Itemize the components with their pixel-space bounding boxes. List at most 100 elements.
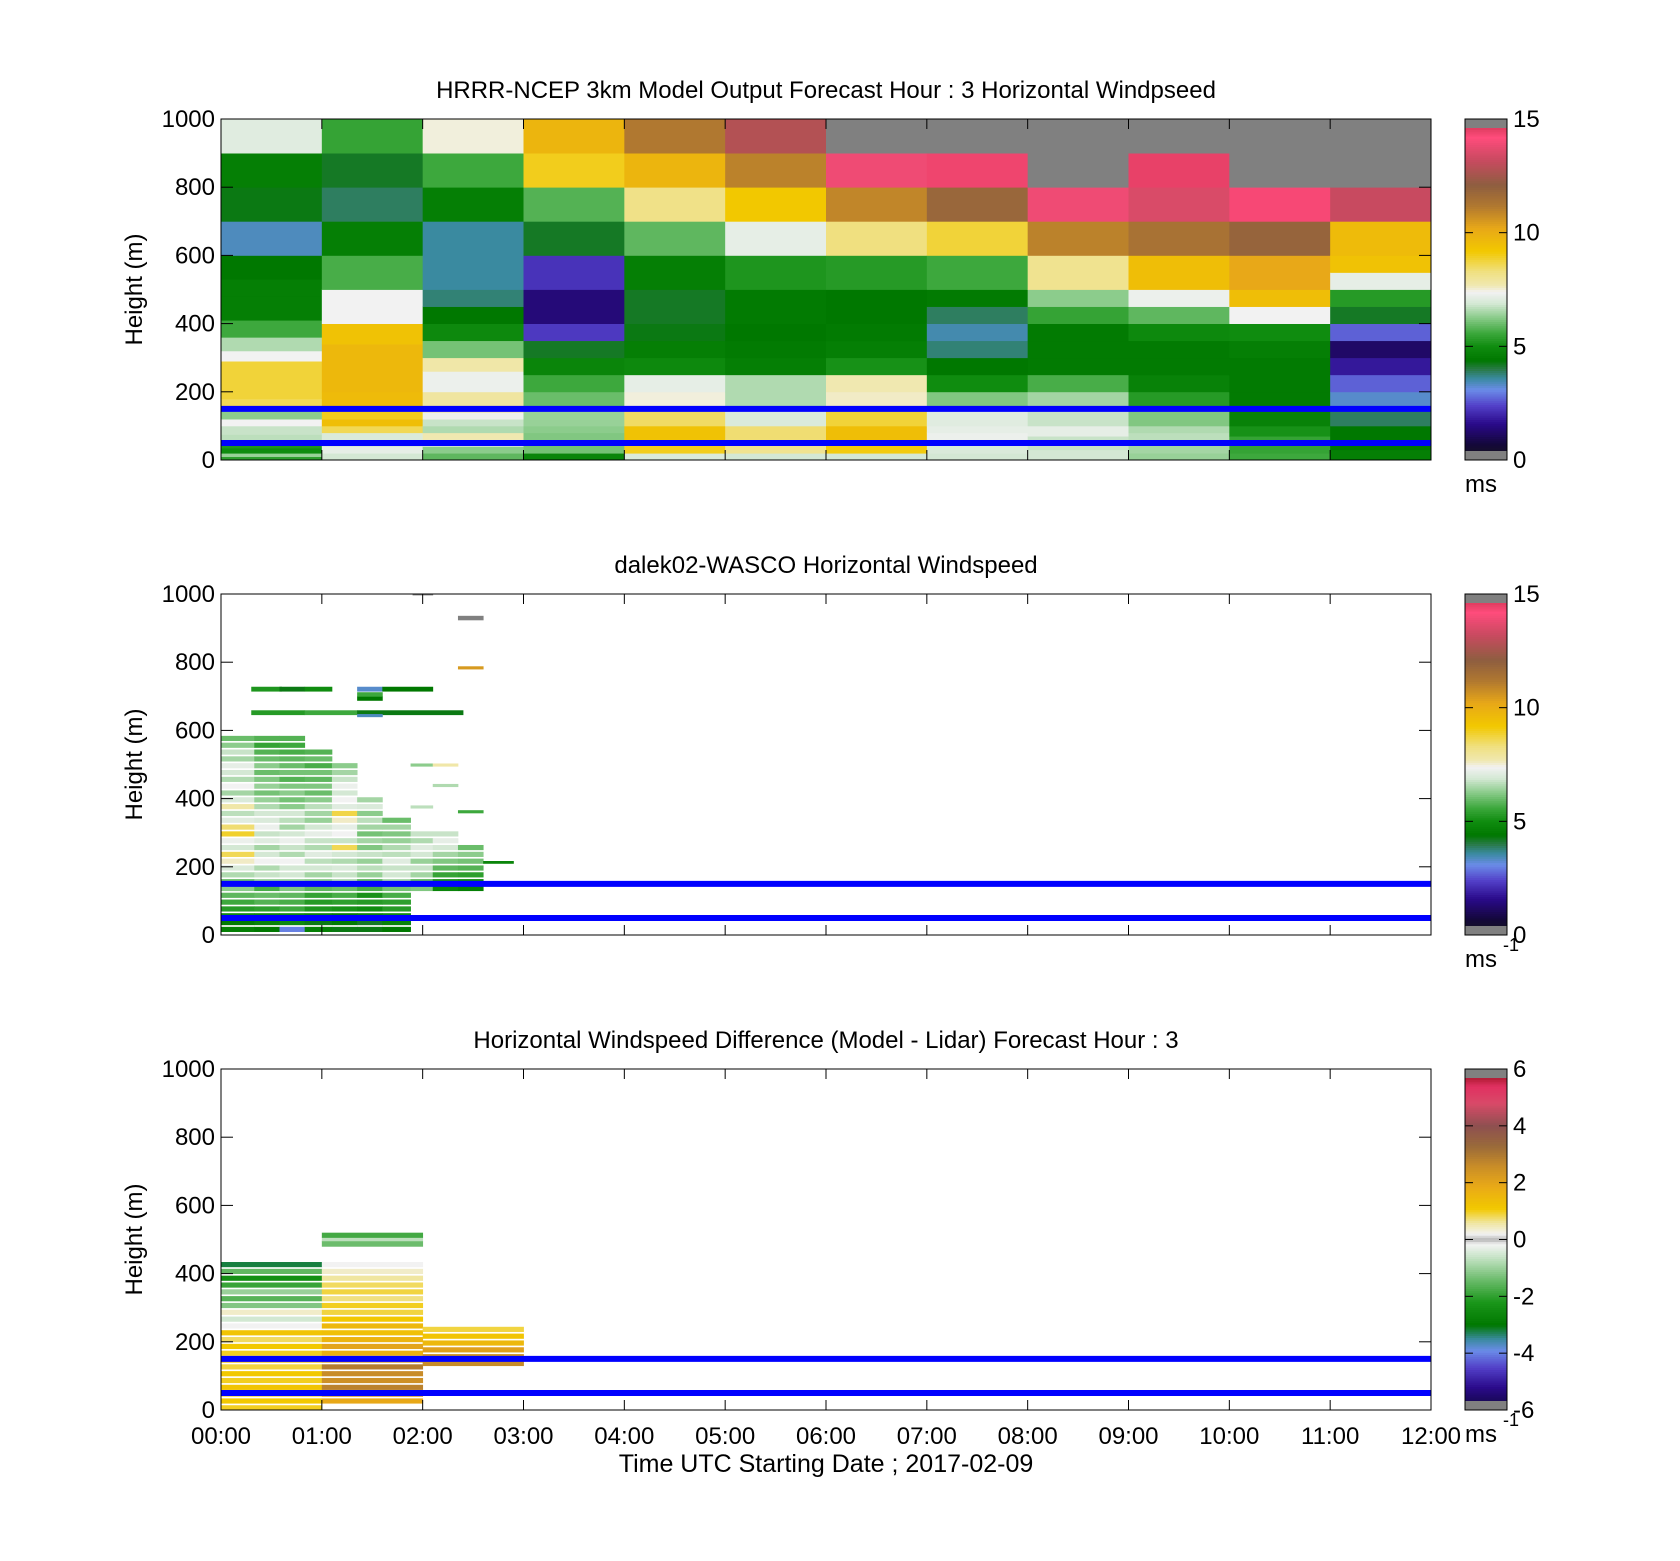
colorbar-segment: [1465, 1354, 1507, 1358]
heatmap-cell: [523, 255, 625, 290]
colorbar-segment: [1465, 417, 1507, 421]
colorbar-cap: [1465, 926, 1507, 935]
colorbar-segment: [1465, 868, 1507, 872]
heatmap-cell: [826, 187, 928, 222]
heatmap-cell: [331, 872, 358, 878]
colorbar-segment: [1465, 896, 1507, 900]
heatmap-cell: [331, 797, 358, 803]
heatmap-cell: [254, 790, 280, 796]
heatmap-cell: [254, 735, 280, 742]
heatmap-cell: [321, 119, 424, 154]
colorbar-segment: [1465, 400, 1507, 403]
heatmap-cell: [331, 804, 358, 810]
heatmap-cell: [304, 831, 333, 837]
heatmap-cell: [321, 1282, 424, 1288]
heatmap-cell: [357, 872, 383, 878]
heatmap-cell: [1330, 272, 1432, 290]
colorbar-segment: [1465, 249, 1507, 252]
colorbar-segment: [1465, 903, 1507, 906]
colorbar-segment: [1465, 907, 1507, 910]
colorbar-segment: [1465, 180, 1507, 184]
colorbar-segment: [1465, 1337, 1507, 1341]
heatmap-cell: [221, 434, 323, 444]
heatmap-cell: [304, 710, 358, 716]
colorbar-segment: [1465, 336, 1507, 340]
colorbar-segment: [1465, 157, 1507, 160]
heatmap-cell: [254, 810, 280, 817]
colorbar-segment: [1465, 645, 1507, 648]
colorbar-segment: [1465, 342, 1507, 346]
heatmap-cell: [321, 153, 424, 188]
heatmap-cell: [422, 371, 524, 393]
colorbar-segment: [1465, 221, 1507, 224]
heatmap-cell: [523, 391, 625, 410]
heatmap-cell: [304, 885, 333, 892]
colorbar-segment: [1465, 1126, 1507, 1130]
colorbar-segment: [1465, 227, 1507, 231]
colorbar-segment: [1465, 1326, 1507, 1330]
colorbar-segment: [1465, 1216, 1507, 1219]
colorbar-cap: [1465, 451, 1507, 460]
colorbar-segment: [1465, 777, 1507, 780]
heatmap-cell: [422, 1333, 524, 1339]
colorbar-segment: [1465, 381, 1507, 384]
heatmap-cell: [321, 1240, 424, 1247]
heatmap-cell: [321, 1337, 424, 1343]
y-tick-label: 400: [175, 786, 215, 813]
colorbar-segment: [1465, 127, 1507, 131]
heatmap-cell: [1027, 306, 1129, 324]
heatmap-cell: [279, 756, 306, 762]
y-tick-label: 600: [175, 717, 215, 744]
colorbar-segment: [1465, 387, 1507, 391]
heatmap-cell: [279, 872, 306, 878]
colorbar-segment: [1465, 402, 1507, 406]
colorbar-segment: [1465, 657, 1507, 661]
heatmap-cell: [304, 851, 333, 857]
heatmap-cell: [1027, 323, 1129, 342]
colorbar-segment: [1465, 1233, 1507, 1236]
colorbar-segment: [1465, 666, 1507, 670]
heatmap-cell: [304, 756, 333, 762]
colorbar-segment: [1465, 911, 1507, 915]
colorbar-segment: [1465, 379, 1507, 382]
colorbar-segment: [1465, 755, 1507, 759]
colorbar-unit-label: ms: [1465, 1421, 1497, 1448]
colorbar-segment: [1465, 240, 1507, 244]
heatmap-cell: [304, 749, 333, 755]
heatmap-cell: [926, 453, 1029, 461]
heatmap-cell: [422, 432, 524, 440]
heatmap-cell: [457, 858, 484, 864]
y-axis-label: Height (m): [121, 233, 148, 345]
colorbar-segment: [1465, 385, 1507, 389]
heatmap-cell: [254, 926, 280, 932]
colorbar-segment: [1465, 1205, 1507, 1209]
heatmap-cell: [422, 1347, 524, 1353]
colorbar-segment: [1465, 1111, 1507, 1115]
heatmap-cell: [321, 1350, 424, 1356]
heatmap-cell: [331, 763, 358, 769]
heatmap-cell: [221, 425, 323, 435]
heatmap-cell: [221, 1309, 323, 1315]
heatmap-cell: [221, 1384, 323, 1390]
heatmap-cell: [457, 885, 484, 892]
heatmap-cell: [304, 858, 333, 864]
colorbar-segment: [1465, 1190, 1507, 1194]
colorbar-segment: [1465, 1269, 1507, 1272]
heatmap-cell: [221, 1296, 323, 1302]
heatmap-cell: [826, 255, 928, 290]
colorbar-segment: [1465, 817, 1507, 821]
heatmap-cell: [1330, 408, 1432, 427]
x-tick-label: 07:00: [897, 1423, 957, 1450]
colorbar-segment: [1465, 606, 1507, 610]
colorbar-segment: [1465, 351, 1507, 354]
colorbar-segment: [1465, 298, 1507, 301]
colorbar-segment: [1465, 898, 1507, 902]
heatmap-cell: [279, 906, 306, 912]
heatmap-cell: [826, 323, 928, 342]
heatmap-cell: [1027, 425, 1129, 437]
heatmap-cell: [254, 899, 280, 905]
colorbar-segment: [1465, 1239, 1507, 1243]
colorbar-segment: [1465, 255, 1507, 259]
colorbar-segment: [1465, 719, 1507, 723]
heatmap-cell: [457, 865, 484, 871]
